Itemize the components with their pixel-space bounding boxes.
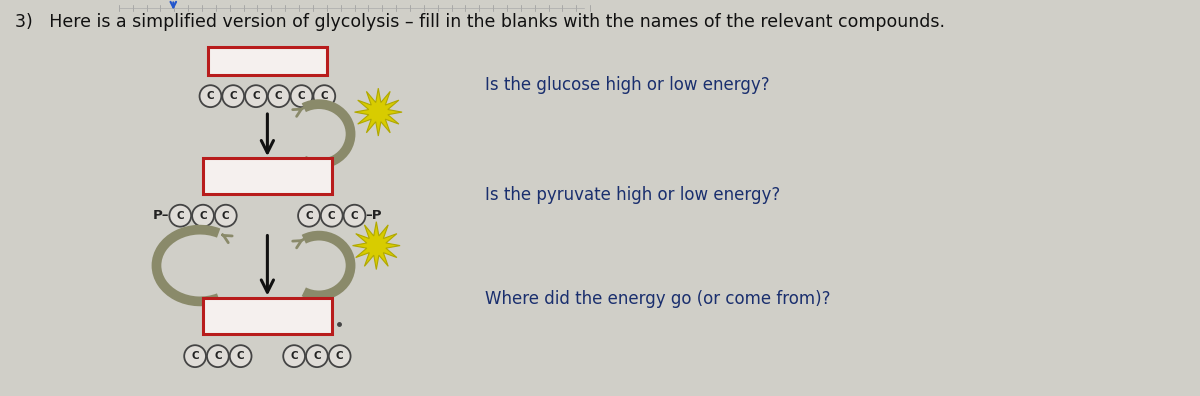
Text: C: C (313, 351, 320, 361)
Circle shape (199, 85, 221, 107)
Circle shape (184, 345, 206, 367)
Circle shape (298, 205, 320, 227)
Text: C: C (275, 91, 282, 101)
Text: 3)   Here is a simplified version of glycolysis – fill in the blanks with the na: 3) Here is a simplified version of glyco… (14, 13, 944, 32)
Circle shape (169, 205, 191, 227)
Text: Where did the energy go (or come from)?: Where did the energy go (or come from)? (485, 290, 830, 308)
Text: C: C (206, 91, 215, 101)
Text: C: C (320, 91, 328, 101)
FancyBboxPatch shape (203, 298, 331, 334)
Text: P–: P– (154, 209, 169, 222)
Polygon shape (353, 222, 400, 270)
Text: C: C (214, 351, 222, 361)
Text: Is the glucose high or low energy?: Is the glucose high or low energy? (485, 76, 770, 94)
FancyBboxPatch shape (203, 158, 331, 194)
Text: C: C (298, 91, 305, 101)
Text: –P: –P (365, 209, 382, 222)
Text: C: C (236, 351, 245, 361)
FancyBboxPatch shape (208, 48, 326, 75)
Circle shape (222, 85, 244, 107)
Text: C: C (336, 351, 343, 361)
Text: C: C (199, 211, 206, 221)
Circle shape (343, 205, 366, 227)
Text: Is the pyruvate high or low energy?: Is the pyruvate high or low energy? (485, 186, 780, 204)
Circle shape (290, 85, 312, 107)
Text: C: C (176, 211, 184, 221)
Circle shape (268, 85, 289, 107)
Text: C: C (350, 211, 359, 221)
Circle shape (245, 85, 266, 107)
Text: C: C (305, 211, 313, 221)
Circle shape (192, 205, 214, 227)
Circle shape (229, 345, 252, 367)
Circle shape (329, 345, 350, 367)
Text: C: C (222, 211, 229, 221)
Text: C: C (290, 351, 298, 361)
Polygon shape (354, 88, 402, 136)
Circle shape (283, 345, 305, 367)
Circle shape (313, 85, 335, 107)
Text: C: C (252, 91, 260, 101)
Circle shape (215, 205, 236, 227)
Circle shape (206, 345, 229, 367)
Text: C: C (191, 351, 199, 361)
Text: C: C (229, 91, 238, 101)
Circle shape (320, 205, 343, 227)
Text: C: C (328, 211, 336, 221)
Circle shape (306, 345, 328, 367)
